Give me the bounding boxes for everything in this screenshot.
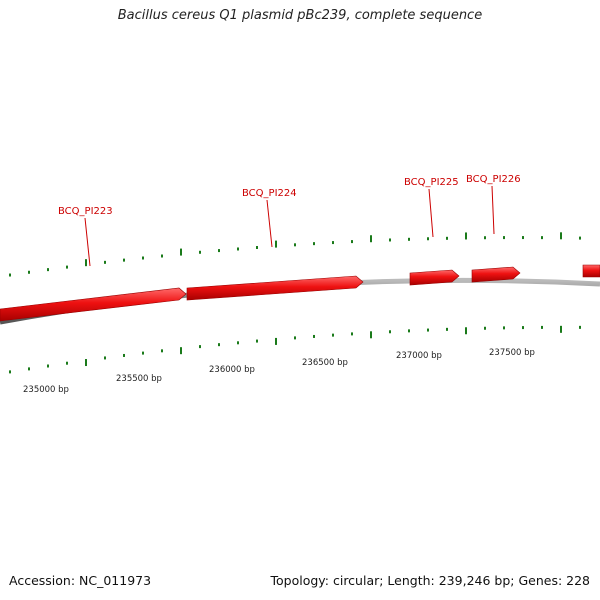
inner-tick-ring (9, 325, 581, 374)
scale-label: 237500 bp (489, 348, 535, 358)
scale-label: 235000 bp (23, 385, 69, 395)
gene-arrow-BCQ_PI226[interactable] (471, 266, 521, 283)
gene-leader-line (491, 185, 495, 235)
gene-label-BCQ_PI223: BCQ_PI223 (58, 206, 113, 217)
gene-arrow-BCQ_PI224[interactable] (186, 275, 364, 301)
genes-layer (0, 264, 600, 322)
scale-label: 235500 bp (116, 374, 162, 384)
accession-text: Accession: NC_011973 (9, 573, 152, 588)
gene-arrow-BCQ_PI223[interactable] (0, 287, 187, 322)
gene-leader-line (84, 217, 91, 267)
scale-labels-layer: 235000 bp 235500 bp 236000 bp 236500 bp 2370… (23, 348, 535, 395)
gene-leader-line (428, 188, 434, 238)
outer-tick-ring (9, 232, 581, 277)
scale-label: 236000 bp (209, 365, 255, 375)
gene-label-BCQ_PI224: BCQ_PI224 (242, 188, 297, 199)
sequence-summary: Topology: circular; Length: 239,246 bp; … (270, 573, 591, 588)
map-title: Bacillus cereus Q1 plasmid pBc239, compl… (117, 8, 483, 23)
gene-leader-line (266, 199, 273, 248)
gene-arrow-BCQ_PI225[interactable] (409, 269, 460, 286)
scale-label: 237000 bp (396, 351, 442, 361)
gene-label-BCQ_PI225: BCQ_PI225 (404, 177, 459, 188)
scale-label: 236500 bp (302, 358, 348, 368)
gene-labels-layer: BCQ_PI223 BCQ_PI224 BCQ_PI225 BCQ_PI226 (58, 174, 521, 267)
gene-label-BCQ_PI226: BCQ_PI226 (466, 174, 521, 185)
gene-arrow-next-gene[interactable] (582, 264, 600, 278)
